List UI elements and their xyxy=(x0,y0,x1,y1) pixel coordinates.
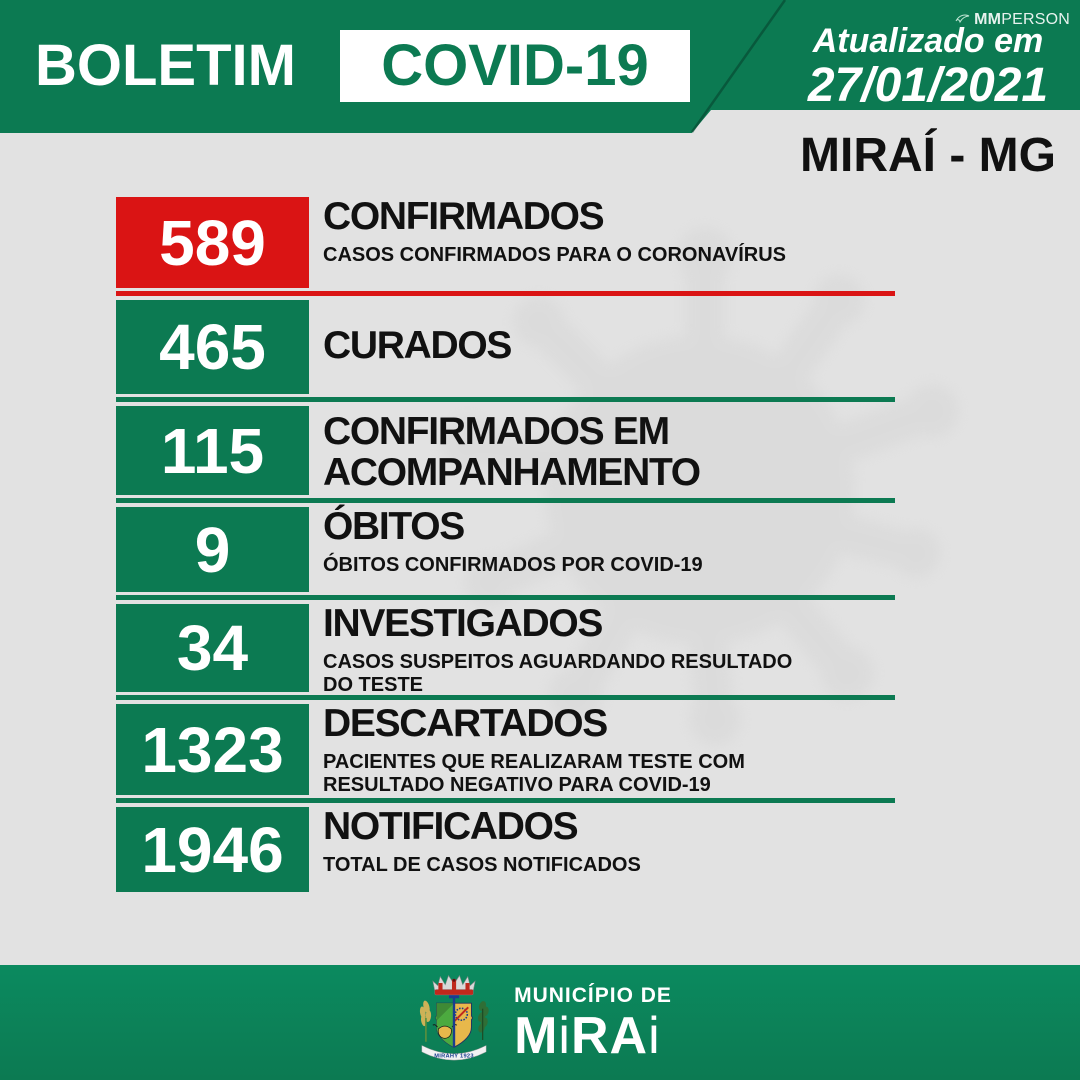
svg-text:MIRAHY 1923: MIRAHY 1923 xyxy=(434,1053,474,1059)
